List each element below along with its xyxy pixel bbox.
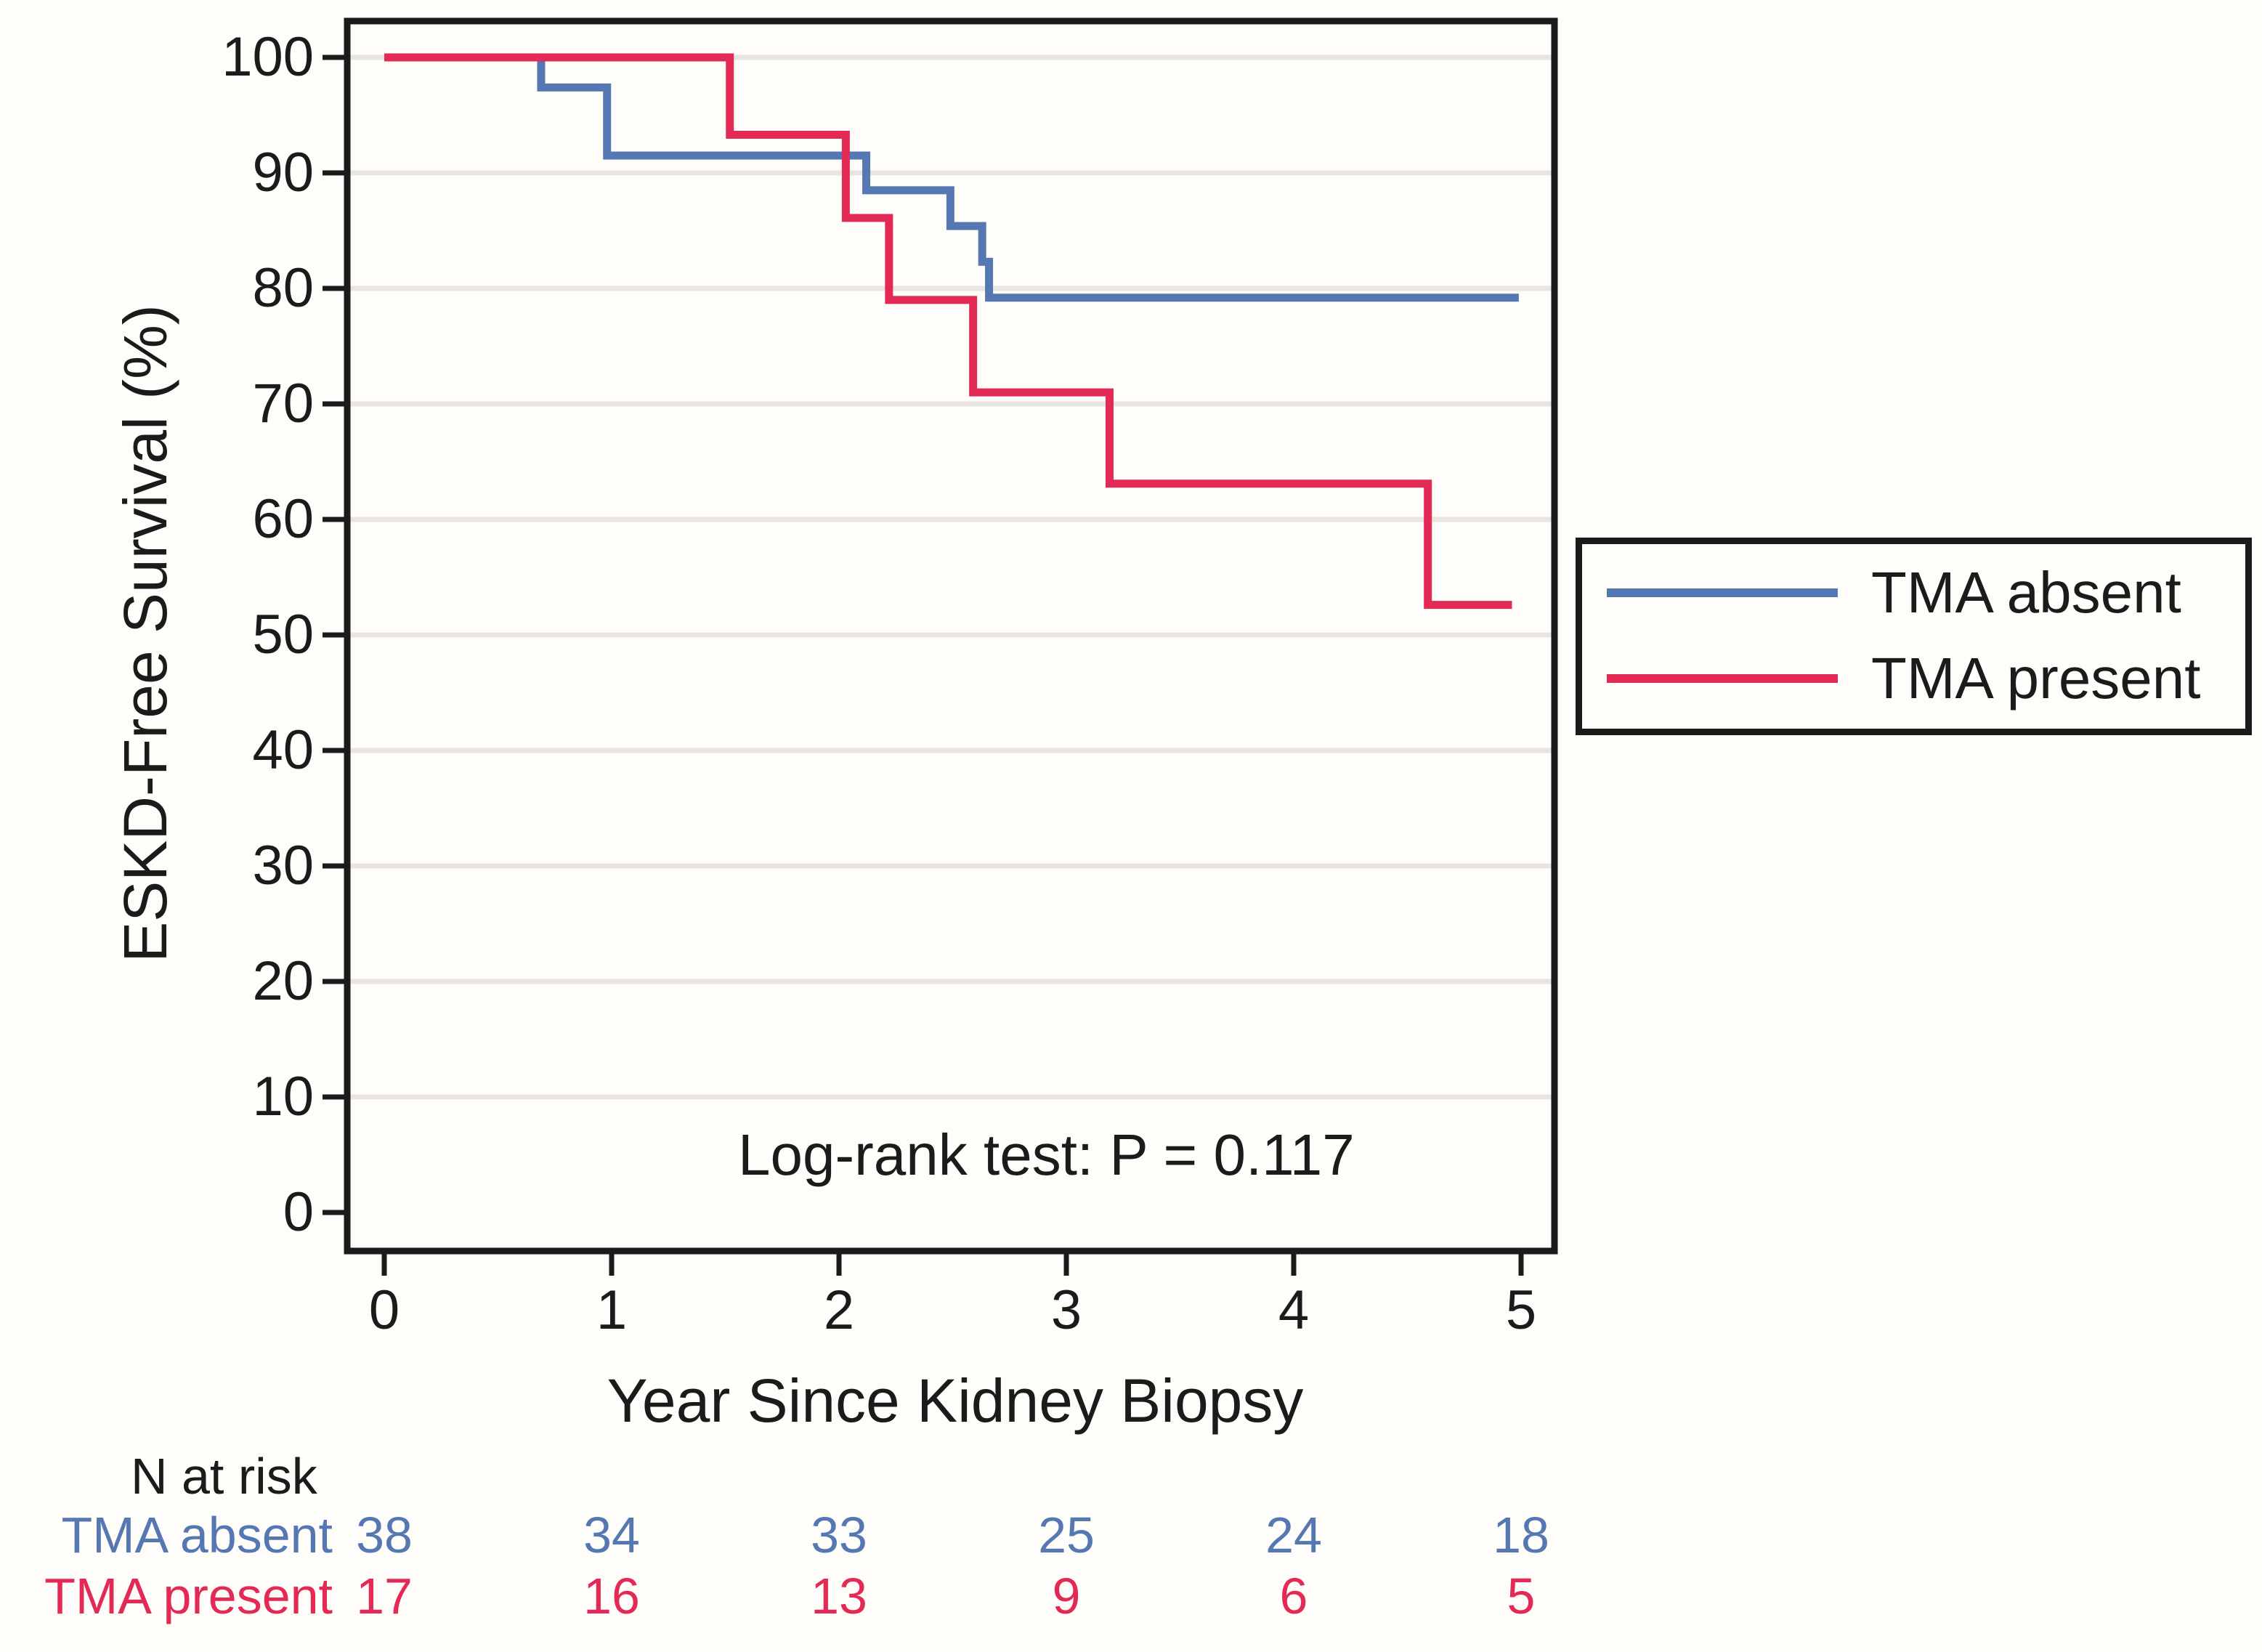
legend: TMA absent TMA present — [1576, 538, 2252, 735]
y-axis-tick-label-20: 20 — [252, 950, 314, 1012]
risk-count-tma-absent-year-0: 38 — [356, 1507, 413, 1563]
risk-count-tma-present-year-0: 17 — [356, 1568, 413, 1624]
tma-absent-curve — [384, 53, 1519, 302]
x-axis-tick-label-3: 3 — [1050, 1279, 1082, 1341]
y-axis-tick-label-70: 70 — [252, 373, 314, 434]
risk-count-tma-present-year-4: 6 — [1279, 1568, 1308, 1624]
risk-count-tma-present-year-3: 9 — [1052, 1568, 1081, 1624]
risk-count-tma-absent-year-2: 33 — [811, 1507, 867, 1563]
x-axis-tick-label-5: 5 — [1505, 1279, 1537, 1341]
y-axis-tick-label-50: 50 — [252, 604, 314, 665]
x-axis-tick-label-1: 1 — [596, 1279, 628, 1341]
logrank-annotation: Log-rank test: P = 0.117 — [738, 1122, 1355, 1187]
y-axis-tick-label-40: 40 — [252, 719, 314, 781]
risk-table-title: N at risk — [131, 1448, 317, 1505]
x-axis-tick-label-2: 2 — [823, 1279, 855, 1341]
risk-count-tma-absent-year-1: 34 — [583, 1507, 640, 1563]
y-axis-tick-label-90: 90 — [252, 142, 314, 203]
risk-count-tma-absent-year-4: 24 — [1265, 1507, 1322, 1563]
y-axis-tick-label-10: 10 — [252, 1066, 314, 1127]
y-axis-tick-label-0: 0 — [283, 1181, 314, 1243]
risk-count-tma-absent-year-5: 18 — [1493, 1507, 1549, 1563]
risk-count-tma-absent-year-3: 25 — [1038, 1507, 1095, 1563]
risk-row-label-tma-present: TMA present — [44, 1568, 333, 1624]
x-axis-title: Year Since Kidney Biopsy — [607, 1366, 1304, 1435]
y-axis-tick-label-80: 80 — [252, 257, 314, 319]
tma-present-curve — [384, 53, 1512, 610]
y-axis-title: ESKD-Free Survival (%) — [111, 304, 179, 963]
risk-count-tma-present-year-2: 13 — [811, 1568, 867, 1624]
tma-absent-legend-line — [1607, 588, 1838, 597]
x-axis-tick-label-0: 0 — [368, 1279, 400, 1341]
tma-present-legend-line — [1607, 674, 1838, 683]
legend-label-tma-absent: TMA absent — [1871, 560, 2181, 625]
y-axis-tick-label-100: 100 — [222, 26, 314, 88]
y-axis-tick-label-30: 30 — [252, 835, 314, 896]
risk-count-tma-present-year-5: 5 — [1507, 1568, 1536, 1624]
risk-count-tma-present-year-1: 16 — [583, 1568, 640, 1624]
y-axis-tick-label-60: 60 — [252, 488, 314, 550]
legend-item-tma-absent: TMA absent — [1607, 560, 2181, 625]
legend-item-tma-present: TMA present — [1607, 646, 2201, 711]
legend-label-tma-present: TMA present — [1871, 646, 2201, 710]
x-axis-tick-label-4: 4 — [1278, 1279, 1310, 1341]
risk-row-label-tma-absent: TMA absent — [61, 1507, 333, 1563]
